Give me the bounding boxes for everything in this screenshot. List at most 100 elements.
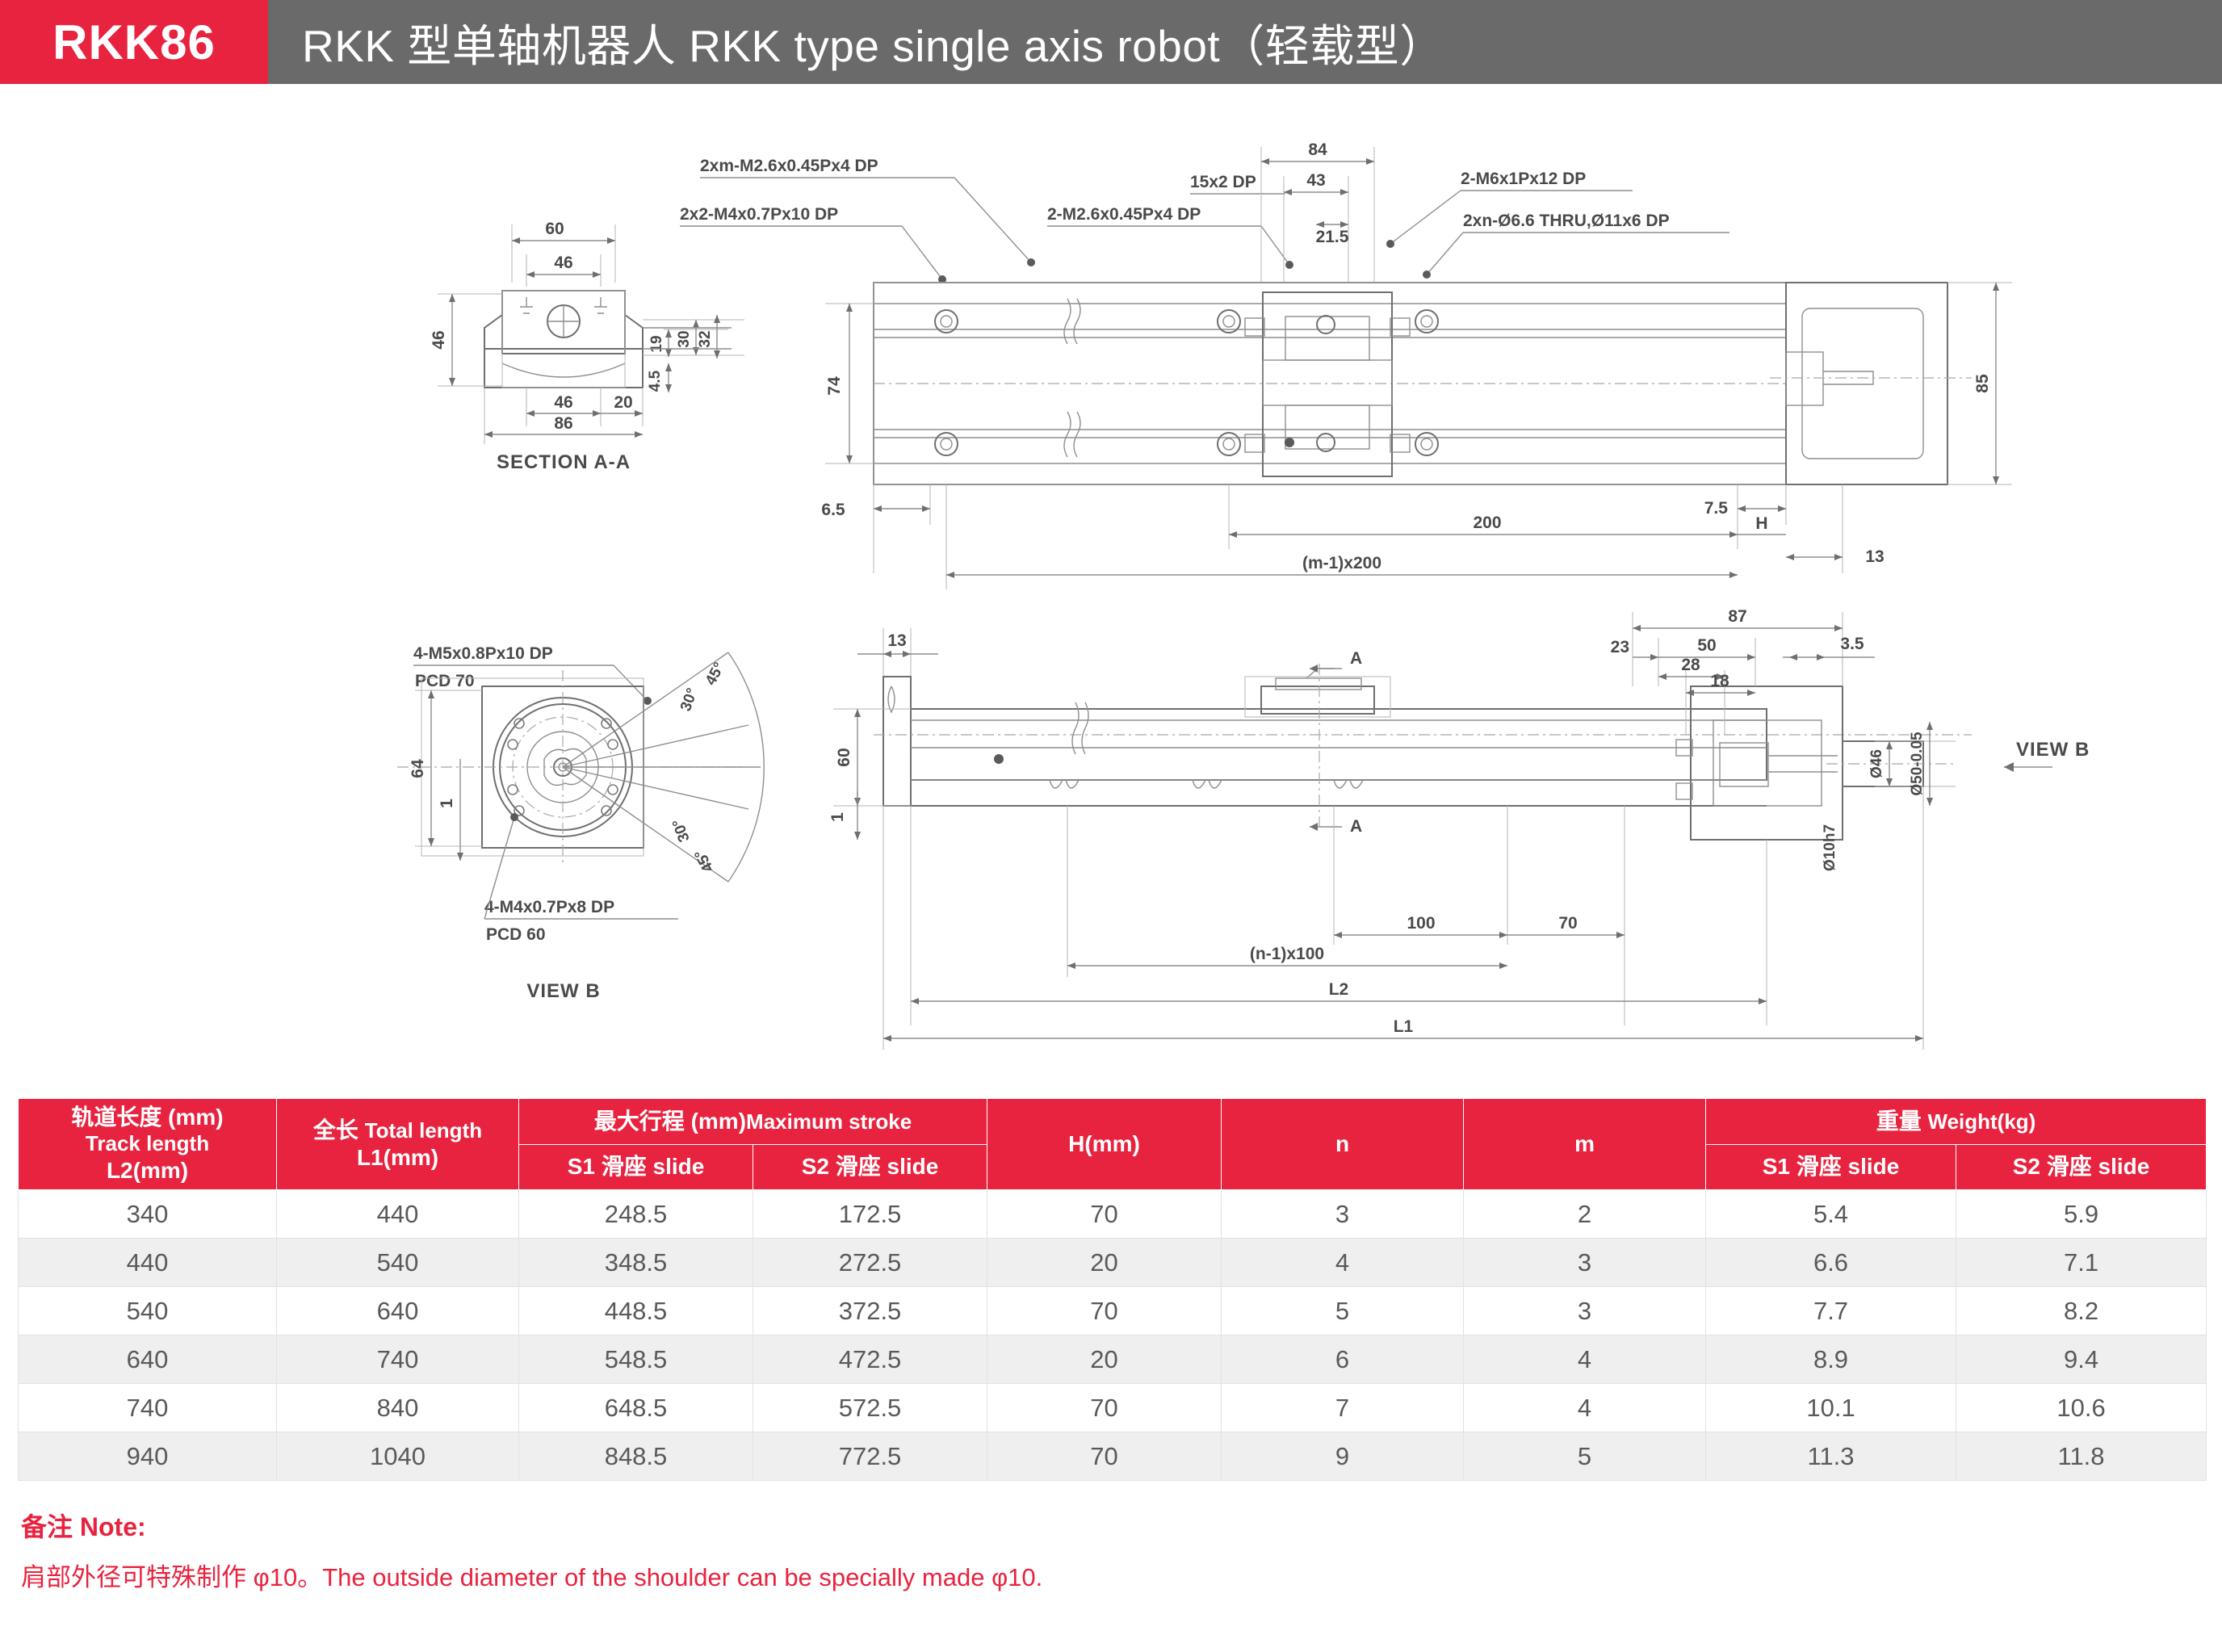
callout-2x2-m4: 2x2-M4x0.7Px10 DP — [680, 205, 838, 224]
dim-60: 60 — [545, 220, 564, 238]
th-weight-en: Weight(kg) — [1927, 1109, 2036, 1134]
th-stroke-s2: S2 滑座 slide — [752, 1143, 988, 1191]
cell-w2: 9.4 — [1956, 1335, 2207, 1385]
th-track-length-sym: L2(mm) — [106, 1157, 189, 1183]
cell-s2: 172.5 — [752, 1189, 988, 1239]
th-total-length-cn: 全长 — [312, 1117, 358, 1143]
model-code-badge: RKK86 — [0, 0, 268, 84]
th-track-length-cn: 轨道长度 (mm) — [71, 1105, 224, 1130]
cell-m: 2 — [1463, 1189, 1707, 1239]
dim-43: 43 — [1306, 171, 1325, 190]
cell-h: 70 — [987, 1432, 1222, 1482]
dim-50: 50 — [1697, 636, 1716, 655]
spec-table: 轨道长度 (mm) Track length L2(mm) 全长 Total l… — [18, 1097, 2207, 1482]
dim-86: 86 — [554, 414, 572, 433]
dim-n1x100: (n-1)x100 — [1250, 945, 1324, 963]
th-total-length-en: Total length — [364, 1117, 483, 1143]
cell-h: 20 — [987, 1335, 1222, 1385]
dim-4p5: 4.5 — [647, 370, 664, 392]
page-header: RKK86 RKK 型单轴机器人 RKK type single axis ro… — [0, 0, 2222, 84]
dim-46-left: 46 — [430, 330, 448, 349]
th-total-length-line1: 全长 Total length — [280, 1117, 515, 1144]
cell-s2: 272.5 — [752, 1238, 988, 1288]
cell-l1: 540 — [276, 1238, 519, 1288]
cell-n: 5 — [1221, 1286, 1465, 1336]
cell-n: 7 — [1221, 1383, 1465, 1433]
dim-1-left: 1 — [438, 799, 456, 808]
cell-s1: 548.5 — [518, 1335, 753, 1385]
cell-n: 9 — [1221, 1432, 1465, 1482]
table-row: 440 540 348.5 272.5 20 4 3 6.6 7.1 — [18, 1238, 2207, 1288]
cell-n: 3 — [1221, 1189, 1465, 1239]
th-max-stroke-en: Maximum stroke — [746, 1109, 912, 1134]
dim-d10h7: Ø10h7 — [1822, 824, 1838, 871]
cell-w2: 5.9 — [1956, 1189, 2207, 1239]
page-title: RKK 型单轴机器人 RKK type single axis robot（轻载… — [268, 0, 2222, 84]
cell-w1: 8.9 — [1705, 1335, 1957, 1385]
note-block: 备注 Note: 肩部外径可特殊制作 φ10。The outside diame… — [21, 1507, 2120, 1593]
cell-s1: 248.5 — [518, 1189, 753, 1239]
th-track-length-en: Track length — [85, 1131, 210, 1156]
th-n: n — [1221, 1097, 1465, 1191]
table-row: 740 840 648.5 572.5 70 7 4 10.1 10.6 — [18, 1383, 2207, 1433]
dim-l2: L2 — [1329, 980, 1349, 999]
marker-a-bottom: A — [1350, 817, 1362, 836]
callout-pcd60: PCD 60 — [486, 925, 546, 944]
table-row: 940 1040 848.5 772.5 70 9 5 11.3 11.8 — [18, 1432, 2207, 1482]
dim-85: 85 — [1973, 374, 1992, 393]
dim-46-top: 46 — [554, 254, 572, 272]
th-weight: 重量 Weight(kg) — [1705, 1098, 2207, 1145]
th-max-stroke: 最大行程 (mm)Maximum stroke — [518, 1098, 988, 1145]
angle-45-bot: 45° — [691, 846, 717, 874]
callout-pcd70: PCD 70 — [415, 672, 475, 690]
marker-a-top: A — [1350, 649, 1362, 668]
cell-m: 3 — [1463, 1238, 1707, 1288]
cell-s2: 472.5 — [752, 1335, 988, 1385]
cell-l2: 340 — [18, 1189, 277, 1239]
th-h: H(mm) — [987, 1097, 1222, 1191]
callout-4-m4: 4-M4x0.7Px8 DP — [484, 898, 614, 916]
callout-2xm-m26: 2xm-M2.6x0.45Px4 DP — [700, 157, 878, 175]
callout-2-m6: 2-M6x1Px12 DP — [1461, 170, 1586, 188]
cell-w1: 10.1 — [1705, 1383, 1957, 1433]
dim-100: 100 — [1407, 914, 1435, 933]
top-callouts: 2xm-M2.6x0.45Px4 DP 2x2-M4x0.7Px10 DP 2-… — [680, 157, 1729, 283]
dim-87: 87 — [1728, 607, 1746, 626]
section-aa-view: 60 46 46 — [430, 220, 744, 473]
dim-23: 23 — [1611, 638, 1629, 656]
cell-h: 70 — [987, 1286, 1222, 1336]
cell-m: 3 — [1463, 1286, 1707, 1336]
cell-n: 4 — [1221, 1238, 1465, 1288]
cell-w2: 11.8 — [1956, 1432, 2207, 1482]
cell-h: 70 — [987, 1189, 1222, 1239]
dim-30: 30 — [676, 330, 693, 347]
top-plan-view: 84 43 21.5 — [821, 140, 2012, 589]
th-stroke-s1: S1 滑座 slide — [518, 1143, 753, 1191]
th-weight-cn: 重量 — [1876, 1108, 1922, 1134]
cell-w2: 8.2 — [1956, 1286, 2207, 1336]
cell-l1: 440 — [276, 1189, 519, 1239]
cell-l1: 840 — [276, 1383, 519, 1433]
dim-7p5: 7.5 — [1704, 499, 1729, 518]
cell-m: 4 — [1463, 1335, 1707, 1385]
dim-m1x200: (m-1)x200 — [1302, 554, 1381, 572]
cell-l2: 540 — [18, 1286, 277, 1336]
dim-74: 74 — [825, 376, 844, 396]
th-weight-s2: S2 滑座 slide — [1956, 1143, 2207, 1191]
cell-l1: 640 — [276, 1286, 519, 1336]
cell-l2: 640 — [18, 1335, 277, 1385]
dim-3p5: 3.5 — [1840, 635, 1864, 653]
th-weight-s1: S1 滑座 slide — [1705, 1143, 1957, 1191]
th-track-length: 轨道长度 (mm) Track length L2(mm) — [18, 1097, 277, 1191]
cell-l2: 740 — [18, 1383, 277, 1433]
angle-30-bot: 30° — [669, 816, 694, 844]
cell-s1: 848.5 — [518, 1432, 753, 1482]
cell-h: 70 — [987, 1383, 1222, 1433]
callout-2-m26: 2-M2.6x0.45Px4 DP — [1047, 205, 1201, 224]
dim-18: 18 — [1710, 672, 1729, 690]
cell-s1: 648.5 — [518, 1383, 753, 1433]
cell-m: 5 — [1463, 1432, 1707, 1482]
dim-64: 64 — [409, 759, 427, 778]
cell-w1: 5.4 — [1705, 1189, 1957, 1239]
